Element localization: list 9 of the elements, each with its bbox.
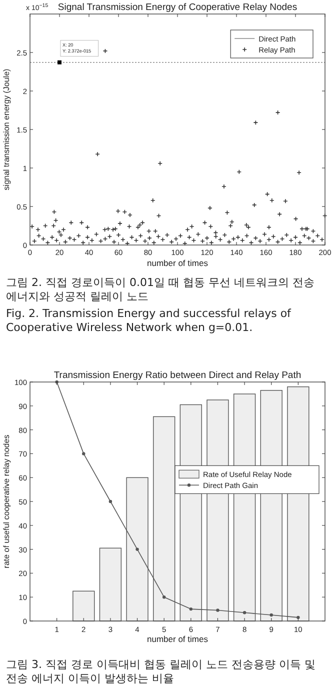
caption: Fig. 2. Transmission Energy and successful relays of Cooperative Wireless Network when g=0.01. xyxy=(5,307,292,335)
chart-title: Transmission Energy Ratio between Direct and Relay Path xyxy=(54,370,302,381)
y-axis-title: rate of useful cooperative relay nodes xyxy=(2,434,11,568)
caption: 그림 3. 직접 경로 이득대비 협동 릴레이 노드 전송용량 이득 및 전송 에너지 이득이 발생하는 비율 xyxy=(5,658,316,686)
caption: 그림 2. 직접 경로이득이 0.01일 때 협동 무선 네트워크의 전송 에너지와 성공적 릴레이 노드 xyxy=(5,276,316,304)
chart-title: Signal Transmission Energy of Cooperative Relay Nodes xyxy=(58,2,298,13)
x-axis-title: number of times xyxy=(147,258,208,268)
x-axis-title: number of times xyxy=(147,634,208,644)
y-axis-title: signal transmission energy (Joule) xyxy=(2,68,11,190)
